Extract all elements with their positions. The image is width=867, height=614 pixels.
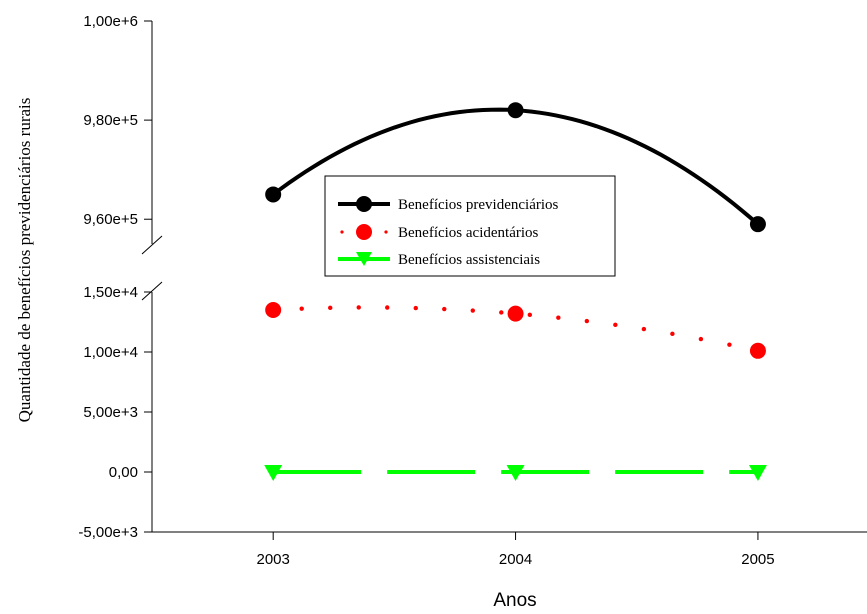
y-tick-label: 9,80e+5 [83,112,138,129]
x-tick-label: 2005 [741,551,774,568]
series-dot-acidentarios [641,326,647,332]
data-point-acidentarios [749,342,766,359]
series-dot-acidentarios [584,318,590,324]
legend-swatch-marker [356,224,372,240]
y-tick-label: -5,00e+3 [78,524,138,541]
legend-label: Benefícios previdenciários [398,197,559,213]
series-dot-acidentarios [299,306,304,311]
legend-swatch-dot [384,230,388,234]
legend-item: Benefícios previdenciários [338,196,559,213]
x-tick-label: 2004 [499,551,532,568]
series-dot-acidentarios [328,305,333,311]
y-tick-label: 1,50e+4 [83,284,138,301]
legend-label: Benefícios assistenciais [398,252,540,268]
series-dot-acidentarios [470,308,475,313]
data-point-acidentarios [507,305,524,322]
legend-label: Benefícios acidentários [398,225,539,241]
series-dot-acidentarios [442,306,447,312]
series-dot-acidentarios [698,336,704,342]
x-tick-label: 2003 [256,551,289,568]
legend-item: Benefícios assistenciais [338,252,540,268]
data-point-acidentarios [265,302,282,318]
series-dot-acidentarios [356,305,361,310]
legend: Benefícios previdenciários Benefícios ac… [324,175,616,277]
series-dot-acidentarios [527,312,533,318]
series-dot-acidentarios [727,342,732,347]
legend-swatch-dot [340,230,344,234]
y-tick-label: 5,00e+3 [83,404,138,421]
data-point-previdenciarios [507,102,524,119]
series-layer [264,102,767,481]
series-dot-acidentarios [556,315,561,320]
legend-item: Benefícios acidentários [340,224,539,241]
x-axis-title: Anos [493,590,536,611]
y-axis-title: Quantidade de benefícios previdenciários… [15,98,34,423]
series-dot-acidentarios [613,322,618,328]
y-tick-label: 1,00e+4 [83,344,138,361]
data-point-previdenciarios [265,186,282,203]
axes [141,21,867,533]
data-point-assistenciais [264,465,283,481]
y-tick-label: 9,60e+5 [83,211,138,228]
series-dot-acidentarios [670,331,675,337]
ticks: 9,60e+5 9,80e+5 1,00e+6 -5,00e+3 0,00 5,00e+3… [78,13,774,568]
y-tick-label: 1,00e+6 [83,13,138,30]
y-tick-label: 0,00 [109,464,138,481]
series-dot-acidentarios [499,310,504,315]
data-point-assistenciais [506,465,525,481]
series-dot-acidentarios [413,305,418,311]
axis-break-mark [141,235,163,255]
legend-swatch-marker [356,196,372,212]
axis-break-mark [141,281,163,301]
data-point-previdenciarios [749,216,766,233]
data-point-assistenciais [748,465,767,481]
series-dot-acidentarios [385,305,390,310]
legend-swatch-marker [356,252,372,266]
